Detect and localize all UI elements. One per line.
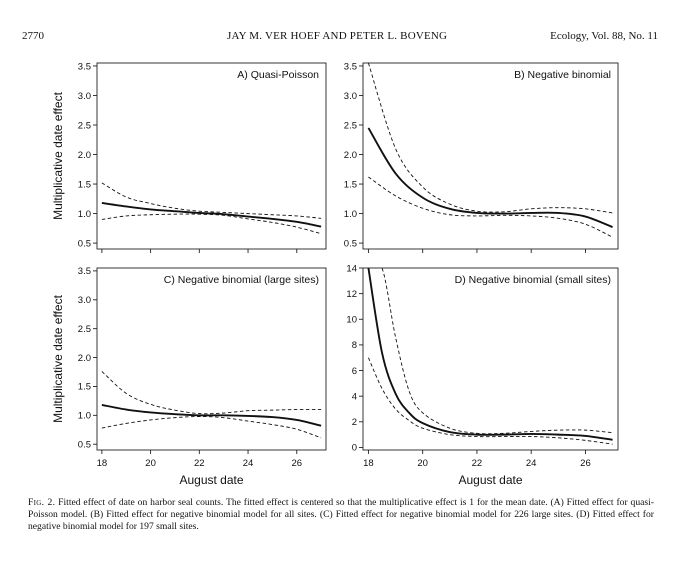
confidence-band-lower <box>101 213 322 235</box>
panel-a: 0.5 1.0 1.5 2.0 2.5 3.0 3.5 Multiplicative date… <box>51 61 327 253</box>
y-tick-label: 1.0 <box>344 209 357 220</box>
curves <box>367 63 613 238</box>
x-axis-label: August date <box>179 473 243 487</box>
plot-frame <box>362 62 619 250</box>
fitted-effect-line <box>367 268 613 441</box>
plot-frame <box>96 267 327 451</box>
y-tick-label: 3.5 <box>344 61 357 72</box>
confidence-band-lower <box>368 357 613 445</box>
y-tick-label: 3.0 <box>344 91 357 102</box>
y-tick-label: 0.5 <box>78 440 91 451</box>
y-tick-label: 2.0 <box>344 150 357 161</box>
fitted-effect-line <box>367 127 613 229</box>
y-tick-label: 3.5 <box>78 266 91 277</box>
y-tick-label: 0.5 <box>344 238 357 249</box>
x-tick-label: 22 <box>472 458 483 469</box>
y-tick-label: 10 <box>346 315 357 326</box>
x-tick-label: 18 <box>97 458 108 469</box>
panel-title: D) Negative binomial (small sites) <box>455 274 611 286</box>
confidence-band-lower <box>368 176 613 238</box>
plot-frame <box>362 267 619 451</box>
curves <box>101 182 322 235</box>
y-tick-label: 2.0 <box>78 150 91 161</box>
x-tick-label: 20 <box>145 458 156 469</box>
plot-frame <box>96 62 327 250</box>
y-tick-label: 3.5 <box>78 61 91 72</box>
y-tick-label: 2 <box>352 417 357 428</box>
y-tick-label: 2.5 <box>78 120 91 131</box>
confidence-band-upper <box>101 371 322 415</box>
y-tick-label: 3.0 <box>78 91 91 102</box>
running-title: JAY M. VER HOEF AND PETER L. BOVENG <box>227 30 448 42</box>
y-axis-label: Multiplicative date effect <box>51 91 65 220</box>
y-tick-label: 6 <box>352 366 357 377</box>
y-tick-label: 4 <box>352 391 357 402</box>
confidence-band-lower <box>101 416 322 439</box>
y-tick-label: 0 <box>352 443 357 454</box>
fitted-effect-line <box>101 403 322 427</box>
y-tick-label: 14 <box>346 263 357 274</box>
x-tick-label: 22 <box>194 458 205 469</box>
caption-text: Fitted effect of date on harbor seal cou… <box>28 497 654 533</box>
panel-title: A) Quasi-Poisson <box>237 69 319 81</box>
x-tick-label: 24 <box>526 458 537 469</box>
x-tick-label: 26 <box>580 458 591 469</box>
y-tick-label: 8 <box>352 340 357 351</box>
y-axis-label: Multiplicative date effect <box>51 294 65 423</box>
x-tick-label: 24 <box>243 458 254 469</box>
confidence-band-upper <box>368 268 613 435</box>
y-tick-label: 1.0 <box>78 411 91 422</box>
y-tick-label: 1.5 <box>344 179 357 190</box>
curves <box>101 371 322 439</box>
y-tick-label: 1.0 <box>78 209 91 220</box>
y-tick-label: 0.5 <box>78 238 91 249</box>
y-tick-label: 1.5 <box>78 382 91 393</box>
x-tick-label: 18 <box>363 458 374 469</box>
y-tick-label: 2.0 <box>78 353 91 364</box>
x-tick-label: 26 <box>291 458 302 469</box>
curves <box>367 268 613 445</box>
page-number: 2770 <box>22 30 44 42</box>
y-tick-label: 1.5 <box>78 179 91 190</box>
y-tick-label: 2.5 <box>344 120 357 131</box>
x-axis-label: August date <box>458 473 522 487</box>
panel-c: 0.5 1.0 1.5 2.0 2.5 3.0 3.5 18 20 22 24 26 August da… <box>51 266 327 487</box>
y-tick-label: 12 <box>346 289 357 300</box>
x-tick-label: 20 <box>417 458 428 469</box>
panel-title: C) Negative binomial (large sites) <box>164 274 319 286</box>
y-tick-label: 2.5 <box>78 324 91 335</box>
y-tick-label: 3.0 <box>78 295 91 306</box>
page-header: 2770 JAY M. VER HOEF AND PETER L. BOVENG… <box>22 30 658 46</box>
confidence-band-upper <box>101 182 322 219</box>
caption-label: Fig. 2. <box>28 497 56 508</box>
panel-b: 0.5 1.0 1.5 2.0 2.5 3.0 3.5 B) Negative binomia… <box>344 61 619 253</box>
fitted-effect-line <box>101 201 322 228</box>
panel-title: B) Negative binomial <box>514 69 611 81</box>
figure-caption: Fig. 2. Fitted effect of date on harbor … <box>28 497 654 534</box>
confidence-band-upper <box>368 63 613 214</box>
journal-citation: Ecology, Vol. 88, No. 11 <box>550 30 658 42</box>
